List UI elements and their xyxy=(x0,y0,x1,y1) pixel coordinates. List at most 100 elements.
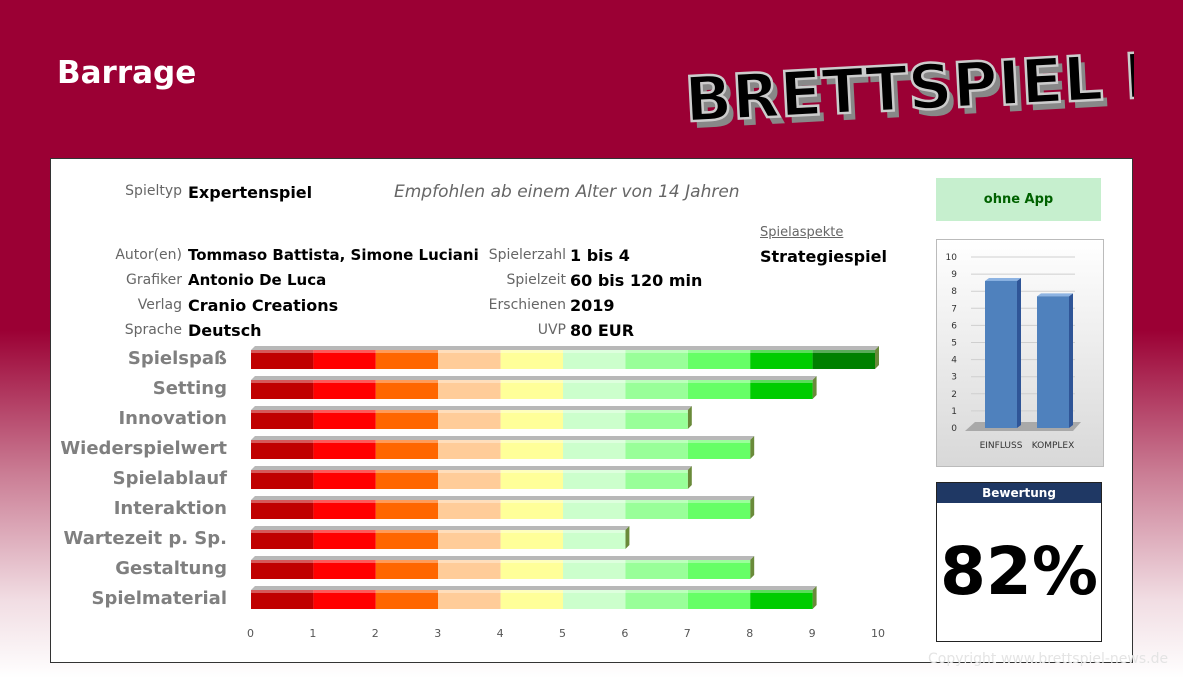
rating-label: Bewertung xyxy=(937,483,1101,503)
bar-segment xyxy=(375,350,439,369)
y-tick-label: 6 xyxy=(951,321,957,331)
bar-highlight xyxy=(251,500,751,503)
x-tick-label: 10 xyxy=(871,627,885,640)
rating-category-label: Spielablauf xyxy=(112,468,227,489)
bar-segment xyxy=(563,530,626,549)
spieltyp-value: Expertenspiel xyxy=(188,183,313,202)
bar-highlight xyxy=(251,440,751,443)
bar-end-face xyxy=(687,406,692,429)
rating-box: Bewertung 82% xyxy=(936,482,1102,642)
bar-segment xyxy=(375,470,439,489)
bar-segment xyxy=(313,440,376,459)
bar-front-face xyxy=(985,280,1017,428)
bar-end-face xyxy=(750,556,755,579)
bar-segment xyxy=(251,380,314,399)
bar-top-face xyxy=(251,436,755,440)
y-tick-label: 8 xyxy=(951,287,957,297)
bar-segment xyxy=(438,530,501,549)
bar-highlight xyxy=(251,380,813,383)
bar-top-face xyxy=(1037,293,1073,297)
complexity-chart-svg: 0 1 2 3 4 5 6 7 8 9 10 EINFLUSS KOMPLEX xyxy=(946,253,1081,451)
copyright-text: Copyright www.brettspiel-news.de xyxy=(928,651,1169,667)
y-tick-label: 10 xyxy=(946,253,958,263)
bar-segment xyxy=(563,470,626,489)
bar-segment xyxy=(251,560,314,579)
bar-top-face xyxy=(251,556,755,560)
bar-segment xyxy=(251,470,314,489)
bar-highlight xyxy=(251,590,813,593)
bar-segment xyxy=(625,350,688,369)
bar-segment xyxy=(500,350,563,369)
bar-segment xyxy=(251,350,314,369)
bar-front-face xyxy=(1037,296,1069,428)
bar-segment xyxy=(313,470,376,489)
bar-segment xyxy=(375,380,439,399)
bar-segment xyxy=(313,350,376,369)
bar-segment xyxy=(563,560,626,579)
bar-segment xyxy=(313,410,376,429)
rating-category-label: Gestaltung xyxy=(115,558,227,579)
x-tick-label: 4 xyxy=(496,627,504,640)
rating-bar xyxy=(251,406,692,429)
bar-segment xyxy=(375,500,439,519)
rating-category-label: Innovation xyxy=(118,408,227,429)
bar-end-face xyxy=(812,376,817,399)
bar-segment xyxy=(438,350,501,369)
bar-highlight xyxy=(251,470,688,473)
bar-segment xyxy=(251,440,314,459)
y-tick-label: 2 xyxy=(951,390,957,400)
bar-segment xyxy=(625,440,688,459)
spielaspekte-value: Strategiespiel xyxy=(760,247,887,266)
y-tick-label: 7 xyxy=(951,304,957,314)
bar-segment xyxy=(375,590,439,609)
rating-bar xyxy=(251,436,755,459)
bar-segment xyxy=(563,410,626,429)
spielaspekte-label: Spielaspekte xyxy=(760,225,844,240)
bar-segment xyxy=(563,500,626,519)
bar-highlight xyxy=(251,410,688,413)
bar-segment xyxy=(625,380,688,399)
bar-end-face xyxy=(687,466,692,489)
rating-category-label: Interaktion xyxy=(113,498,227,519)
y-tick-label: 0 xyxy=(951,424,957,434)
bar-segment xyxy=(687,560,751,579)
bar-segment xyxy=(500,500,563,519)
svg-text:BRETTSPIEL NEWS: BRETTSPIEL NEWS xyxy=(683,30,1134,128)
x-category-label: EINFLUSS xyxy=(980,441,1023,451)
y-tick-label: 1 xyxy=(951,407,957,417)
bar-segment xyxy=(500,380,563,399)
x-tick-label: 0 xyxy=(247,627,254,640)
bar-segment xyxy=(687,440,751,459)
bar-end-face xyxy=(750,436,755,459)
sprache-value: Deutsch xyxy=(188,321,262,340)
bar-segment xyxy=(313,530,376,549)
rating-category-label: Setting xyxy=(152,378,227,399)
x-category-label: KOMPLEX xyxy=(1032,441,1075,451)
rating-bar xyxy=(251,346,879,369)
bar-segment xyxy=(438,380,501,399)
bar-segment xyxy=(500,560,563,579)
bar-segment xyxy=(500,590,563,609)
bar-highlight xyxy=(251,350,875,353)
bar-segment xyxy=(500,410,563,429)
review-panel: Spieltyp Expertenspiel Empfohlen ab eine… xyxy=(50,158,1133,663)
bar-segment xyxy=(625,560,688,579)
bar-segment xyxy=(438,590,501,609)
bar-segment xyxy=(500,530,563,549)
rating-bar xyxy=(251,496,755,519)
y-tick-label: 9 xyxy=(951,270,957,280)
bar-highlight xyxy=(251,560,751,563)
x-tick-label: 2 xyxy=(371,627,379,640)
bar-segment xyxy=(687,380,751,399)
brettspiel-news-logo: BRETTSPIEL NEWS BRETTSPIEL NEWS xyxy=(682,28,1134,128)
bar-segment xyxy=(500,470,563,489)
bar-segment xyxy=(313,500,376,519)
autor-label: Autor(en) xyxy=(115,247,182,263)
bar-segment xyxy=(313,590,376,609)
rating-category-label: Spielspaß xyxy=(127,348,227,369)
bar-segment xyxy=(251,590,314,609)
bar-segment xyxy=(812,350,875,369)
bar-segment xyxy=(313,560,376,579)
bar-segment xyxy=(625,410,688,429)
rating-bar xyxy=(251,526,630,549)
